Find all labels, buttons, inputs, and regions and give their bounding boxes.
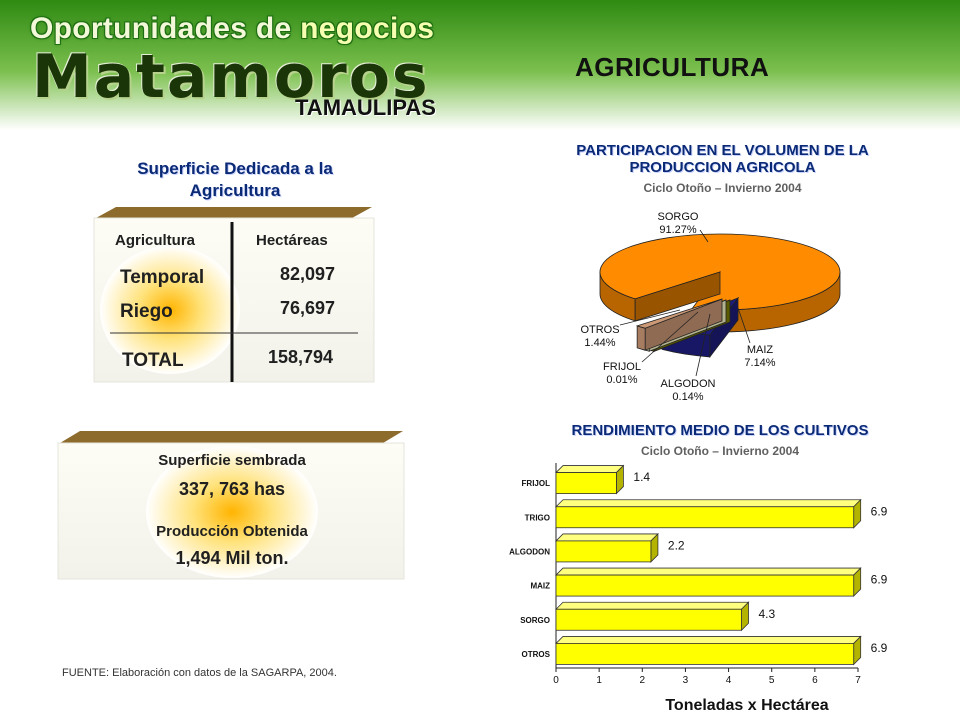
bar-value-label: 1.4 <box>633 470 650 484</box>
bar-value-label: 4.3 <box>759 607 776 621</box>
produccion-label: Producción Obtenida <box>156 523 308 540</box>
pie-label-algodon: ALGODON <box>660 378 715 390</box>
bar-value-label: 6.9 <box>871 504 888 518</box>
pie-label-otros: OTROS <box>580 324 619 336</box>
pie-value-otros: 1.44% <box>584 337 615 349</box>
row-riego-value: 76,697 <box>280 298 336 318</box>
bar-sorgo <box>555 601 750 632</box>
section-title: AGRICULTURA <box>575 52 770 82</box>
row-temporal-label: Temporal <box>120 267 205 288</box>
pie-chart-title: PARTICIPACION EN EL VOLUMEN DE LA PRODUC… <box>576 142 869 176</box>
superficie-sembrada-value: 337, 763 has <box>178 479 286 499</box>
bar-x-tick-label: 3 <box>683 675 689 686</box>
bar-category-label: OTROS <box>522 650 551 659</box>
bar-maiz <box>555 567 862 598</box>
bar-chart: 0 1 2 3 4 5 6 7 Toneladas x Hectárea FRIJOL 1.4 TRI… <box>509 463 888 714</box>
bar-value-label: 6.9 <box>871 641 888 655</box>
row-total-label: TOTAL <box>122 350 184 371</box>
brand-state: TAMAULIPAS <box>295 95 436 120</box>
pie-leader-line <box>619 309 681 326</box>
bar-chart-title: RENDIMIENTO MEDIO DE LOS CULTIVOS <box>571 422 869 439</box>
bar-trigo <box>555 498 862 529</box>
bar-x-tick-label: 1 <box>596 675 602 686</box>
bar-category-label: ALGODON <box>509 547 550 556</box>
bar-x-tick-label: 7 <box>855 675 861 686</box>
bar-frijol <box>555 464 625 495</box>
table-header-hectareas: Hectáreas <box>256 232 328 249</box>
bar-category-label: MAIZ <box>530 582 550 591</box>
superficie-sembrada-label: Superficie sembrada <box>158 452 306 469</box>
pie-label-maiz: MAIZ <box>747 344 774 356</box>
brand-tagline-b: negocios <box>300 12 435 45</box>
pie-leader-line <box>695 313 711 377</box>
bar-x-tick-label: 6 <box>812 675 818 686</box>
bar-x-tick-label: 4 <box>726 675 732 686</box>
brand-city: Matamoros <box>32 42 430 112</box>
pie-label-sorgo: SORGO <box>658 211 699 223</box>
produccion-value: 1,494 Mil ton. <box>175 548 289 568</box>
table-header-agricultura: Agricultura <box>115 232 196 249</box>
pie-value-maiz: 7.14% <box>744 357 775 369</box>
bar-chart-subtitle: Ciclo Otoño – Invierno 2004 <box>640 444 800 458</box>
brand-tagline: Oportunidades de negocios <box>30 12 434 46</box>
row-riego-label: Riego <box>120 301 173 322</box>
bar-value-label: 2.2 <box>668 538 685 552</box>
pie-value-sorgo: 91.27% <box>659 224 697 236</box>
bar-x-axis-label: Toneladas x Hectárea <box>665 697 828 714</box>
pie-leader-line <box>641 311 699 363</box>
bar-x-tick-label: 2 <box>640 675 646 686</box>
bar-category-label: FRIJOL <box>522 479 551 488</box>
pie-chart-subtitle: Ciclo Otoño – Invierno 2004 <box>643 181 802 195</box>
pie-value-frijol: 0.01% <box>606 374 637 386</box>
bar-otros <box>555 635 862 666</box>
row-temporal-value: 82,097 <box>280 264 336 284</box>
superficie-title: Superficie Dedicada a la Agricultura <box>137 159 333 200</box>
brand-tagline-a: Oportunidades de <box>30 12 301 45</box>
bar-algodon <box>555 532 659 563</box>
bar-category-label: SORGO <box>520 616 550 625</box>
source-note: FUENTE: Elaboración con datos de la SAGA… <box>62 667 337 679</box>
pie-leader-line <box>737 307 751 344</box>
bar-category-label: TRIGO <box>525 513 550 522</box>
pie-leader-line <box>699 229 709 243</box>
bar-value-label: 6.9 <box>871 573 888 587</box>
bar-x-tick-label: 0 <box>553 675 559 686</box>
pie-label-frijol: FRIJOL <box>603 361 641 373</box>
pie-value-algodon: 0.14% <box>672 391 703 403</box>
bar-x-tick-label: 5 <box>769 675 775 686</box>
row-total-value: 158,794 <box>268 347 334 367</box>
